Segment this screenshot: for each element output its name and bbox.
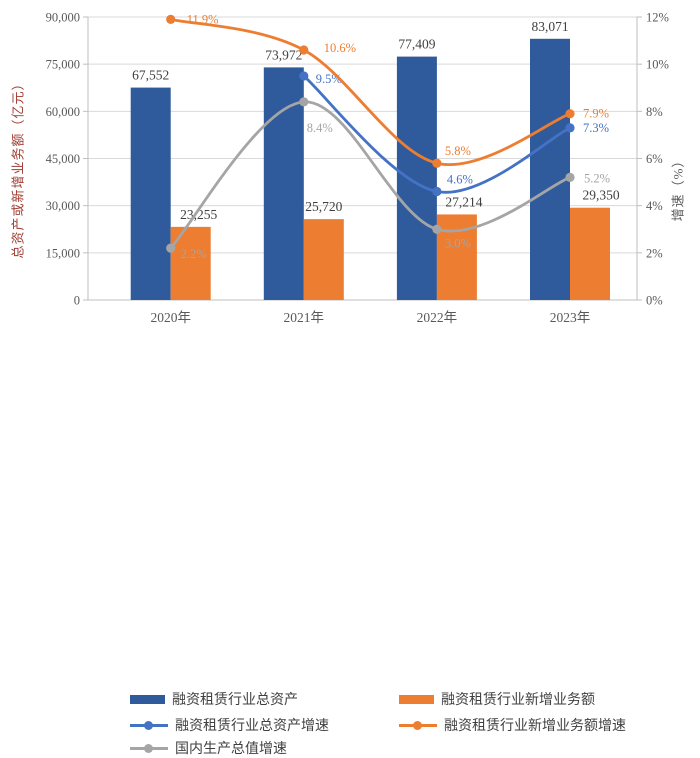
- legend-label: 融资租赁行业新增业务额增速: [444, 719, 626, 734]
- left-axis-tick-label: 15,000: [46, 246, 80, 260]
- bar-value-label: 83,071: [531, 19, 568, 34]
- legend-dot-icon: [144, 743, 153, 753]
- bar-value-label: 25,720: [305, 199, 342, 214]
- legend-item-融资租赁行业总资产: 融资租赁行业总资产: [130, 690, 298, 708]
- left-axis-tick-label: 60,000: [46, 105, 80, 119]
- bar-value-label: 77,409: [398, 37, 435, 52]
- right-axis-tick-label: 6%: [646, 152, 663, 166]
- marker-国内生产总值增速-2020年: [166, 243, 176, 253]
- left-axis-tick-label: 90,000: [46, 11, 80, 25]
- left-axis-tick-label: 45,000: [46, 152, 80, 166]
- bar-融资租赁行业新增业务额-2021年: [303, 219, 344, 300]
- marker-国内生产总值增速-2021年: [299, 97, 309, 107]
- bar-融资租赁行业总资产-2023年: [530, 38, 570, 301]
- bar-融资租赁行业新增业务额-2023年: [570, 207, 610, 300]
- right-axis-tick-label: 0%: [646, 294, 663, 308]
- right-axis-title: 增速（%）: [670, 153, 686, 222]
- bar-value-label: 67,552: [132, 68, 169, 83]
- marker-国内生产总值增速-2023年: [565, 172, 575, 182]
- legend-item-融资租赁行业总资产增速: 融资租赁行业总资产增速: [130, 716, 329, 734]
- legend-item-国内生产总值增速: 国内生产总值增速: [130, 739, 287, 757]
- marker-融资租赁行业总资产增速-2021年: [299, 71, 309, 81]
- right-axis-tick-label: 12%: [646, 11, 669, 25]
- marker-融资租赁行业新增业务额增速-2022年: [432, 158, 442, 168]
- right-axis-tick-label: 4%: [646, 199, 663, 213]
- marker-融资租赁行业总资产增速-2023年: [565, 123, 575, 133]
- left-axis-title: 总资产或新增业务额（亿元）: [10, 76, 26, 259]
- marker-融资租赁行业新增业务额增速-2023年: [565, 109, 575, 119]
- marker-融资租赁行业新增业务额增速-2020年: [166, 14, 176, 24]
- marker-国内生产总值增速-2022年: [432, 224, 442, 234]
- line-融资租赁行业新增业务额增速: [169, 17, 572, 167]
- line-value-label: 3.0%: [445, 236, 471, 250]
- chart-area: 0 0% 15,000 2% 30,000 4% 45,000 6% 60,000 8% 75,00…: [0, 0, 700, 340]
- category-label: 2021年: [284, 310, 325, 325]
- legend-label: 国内生产总值增速: [175, 742, 287, 757]
- chart-legend: 融资租赁行业总资产 融资租赁行业新增业务额融资租赁行业总资产增速 融资租赁行业新增业…: [0, 340, 700, 757]
- legend-line-swatch-icon: [399, 720, 437, 730]
- chart-canvas: 0 0% 15,000 2% 30,000 4% 45,000 6% 60,000 8% 75,00…: [46, 11, 669, 326]
- right-axis-tick-label: 8%: [646, 105, 663, 119]
- legend-dot-icon: [144, 720, 153, 730]
- line-value-label: 7.9%: [583, 107, 609, 121]
- bar-融资租赁行业总资产-2020年: [130, 87, 171, 300]
- legend-bar-swatch-icon: [399, 694, 434, 704]
- legend-dot-icon: [413, 720, 422, 730]
- line-value-label: 5.2%: [584, 171, 610, 185]
- marker-融资租赁行业新增业务额增速-2021年: [299, 45, 309, 55]
- legend-label: 融资租赁行业总资产增速: [175, 719, 329, 734]
- legend-item-融资租赁行业新增业务额增速: 融资租赁行业新增业务额增速: [399, 716, 626, 734]
- line-value-label: 7.3%: [583, 121, 609, 135]
- legend-bar-swatch-icon: [130, 694, 165, 704]
- legend-label: 融资租赁行业新增业务额: [441, 693, 595, 708]
- legend-label: 融资租赁行业总资产: [172, 693, 298, 708]
- line-value-label: 5.8%: [445, 144, 471, 158]
- legend-line-swatch-icon: [130, 720, 168, 730]
- bar-融资租赁行业新增业务额-2020年: [170, 226, 211, 300]
- bar-value-label: 23,255: [180, 207, 217, 222]
- bar-融资租赁行业总资产-2021年: [263, 67, 304, 300]
- line-value-label: 2.2%: [181, 247, 207, 261]
- bar-value-label: 73,972: [265, 47, 302, 62]
- category-label: 2022年: [417, 310, 458, 325]
- category-label: 2023年: [550, 310, 591, 325]
- left-axis-tick-label: 30,000: [46, 199, 80, 213]
- line-value-label: 10.6%: [324, 41, 356, 55]
- legend-item-融资租赁行业新增业务额: 融资租赁行业新增业务额: [399, 690, 595, 708]
- bar-value-label: 29,350: [582, 188, 619, 203]
- category-label: 2020年: [150, 310, 191, 325]
- left-axis-tick-label: 75,000: [46, 58, 80, 72]
- bar-融资租赁行业总资产-2022年: [396, 56, 437, 300]
- line-国内生产总值增速: [169, 100, 572, 250]
- left-axis-tick-label: 0: [74, 294, 80, 308]
- right-axis-tick-label: 10%: [646, 58, 669, 72]
- marker-融资租赁行业总资产增速-2022年: [432, 186, 442, 197]
- right-axis-tick-label: 2%: [646, 246, 663, 260]
- line-value-label: 8.4%: [307, 121, 333, 135]
- legend-line-swatch-icon: [130, 743, 168, 753]
- bar-value-label: 27,214: [445, 194, 482, 209]
- line-value-label: 11.9%: [187, 12, 219, 26]
- line-value-label: 4.6%: [447, 173, 473, 187]
